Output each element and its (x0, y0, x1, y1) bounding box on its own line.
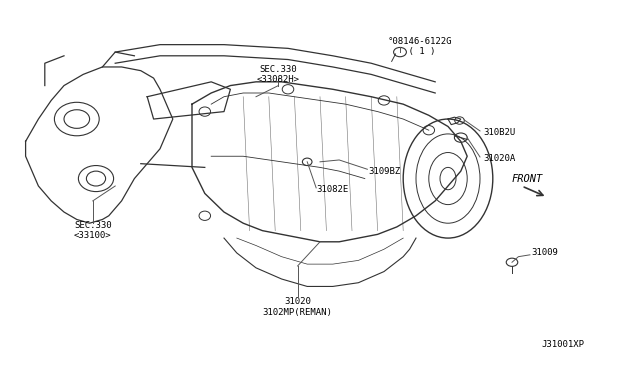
Text: 31020A: 31020A (483, 154, 515, 163)
Text: 310B2U: 310B2U (483, 128, 515, 137)
Text: J31001XP: J31001XP (541, 340, 585, 349)
Text: 3109BZ: 3109BZ (368, 167, 400, 176)
Text: 31020
3102MP(REMAN): 31020 3102MP(REMAN) (262, 297, 333, 317)
Text: 31082E: 31082E (317, 185, 349, 194)
Text: SEC.330
<33100>: SEC.330 <33100> (74, 221, 111, 240)
Text: SEC.330
<33082H>: SEC.330 <33082H> (257, 65, 300, 84)
Text: 31009: 31009 (531, 248, 558, 257)
Text: FRONT: FRONT (512, 174, 543, 183)
Text: °08146-6122G
    ( 1 ): °08146-6122G ( 1 ) (387, 37, 452, 56)
